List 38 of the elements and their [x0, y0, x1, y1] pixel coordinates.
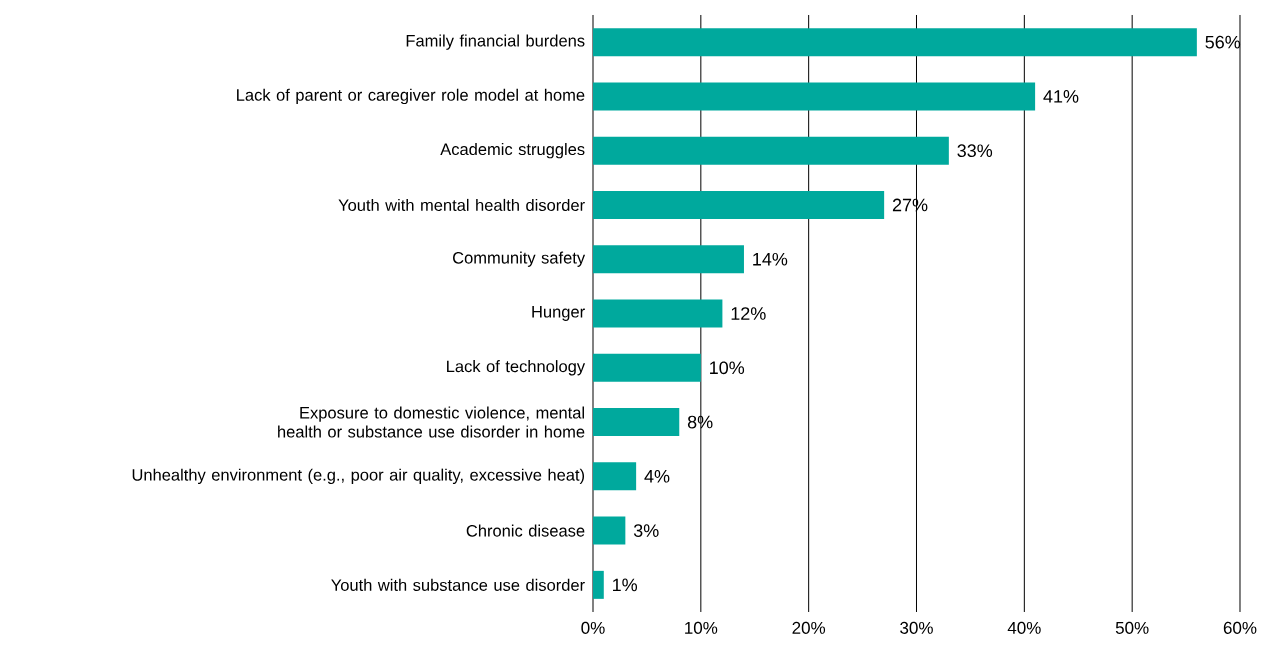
x-tick-label: 20%	[792, 621, 826, 634]
bar	[593, 82, 1036, 111]
bar	[593, 462, 637, 491]
bar	[593, 299, 723, 328]
data-label: 4%	[644, 470, 670, 483]
bar	[593, 28, 1197, 57]
x-tick-label: 0%	[581, 621, 605, 634]
data-label: 14%	[753, 252, 788, 266]
y-tick-label: Youth with substance use disorder	[331, 578, 585, 591]
bar	[593, 570, 604, 599]
x-tick-label: 30%	[900, 621, 933, 634]
data-label: 12%	[731, 307, 766, 320]
y-tick-label: Hunger	[532, 306, 585, 321]
x-tick-label: 10%	[685, 621, 718, 634]
data-label: 3%	[633, 524, 659, 537]
x-tick-label: 60%	[1223, 621, 1257, 634]
y-tick-label: Community safety	[453, 251, 586, 267]
y-tick-label: Lack of technology	[447, 360, 586, 376]
bar	[593, 516, 626, 545]
y-tick-label: Exposure to domestic violence, mental health or substance use disorder in home	[278, 406, 585, 438]
y-tick-label: Academic struggles	[440, 142, 585, 159]
y-tick-label: Family financial burdens	[406, 34, 585, 50]
y-tick-label: Youth with mental health disorder	[338, 198, 585, 211]
bar	[593, 190, 885, 219]
data-label: 10%	[710, 361, 745, 375]
data-label: 41%	[1043, 90, 1079, 103]
bar	[593, 245, 744, 274]
data-label: 56%	[1205, 35, 1241, 49]
data-label: 1%	[613, 578, 638, 592]
y-tick-label: Lack of parent or caregiver role model at home	[237, 88, 585, 105]
bar	[593, 136, 949, 165]
data-label: 33%	[957, 144, 993, 158]
x-tick-label: 40%	[1007, 621, 1041, 634]
y-tick-label: Unhealthy environment (e.g., poor air quality, excessive heat)	[132, 468, 585, 484]
bar	[593, 353, 701, 382]
y-tick-label: Chronic disease	[466, 524, 585, 537]
x-tick-label: 50%	[1115, 621, 1149, 634]
bar	[593, 408, 680, 437]
